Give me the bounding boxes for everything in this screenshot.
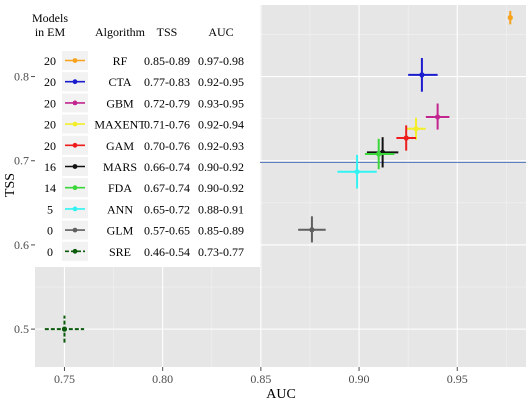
mark-maxent [406,117,426,140]
y-tick-label: 0.6 [14,238,29,252]
legend-tss-range: 0.67-0.74 [144,181,190,195]
legend-auc-range: 0.92-0.94 [198,118,244,132]
legend-key-point [72,227,78,233]
legend-header-models-line2: in EM [35,25,66,39]
mark-glm [298,216,326,243]
legend-auc-range: 0.88-0.91 [198,202,244,216]
mark-gbm [425,103,450,130]
legend-row-ann: 5 ANN 0.65-0.72 0.88-0.91 [47,199,244,219]
legend-key-point [72,248,78,254]
legend-auc-range: 0.90-0.92 [198,160,244,174]
legend-tss-range: 0.46-0.54 [144,245,190,259]
legend-key-point [72,164,78,169]
y-axis-ticks: 0.5 0.6 0.7 0.8 [14,70,35,336]
legend-row-rf: 20 RF 0.85-0.89 0.97-0.98 [44,51,244,70]
legend-row-gam: 20 GAM 0.70-0.76 0.92-0.93 [44,135,244,155]
legend-key-point [72,121,78,127]
x-axis-title: AUC [266,387,296,402]
data-point [413,126,419,132]
mark-rf [507,10,513,25]
mark-ann [337,154,377,189]
legend-tss-range: 0.77-0.83 [144,75,190,89]
legend-tss-range: 0.70-0.76 [144,139,190,153]
legend-row-gbm: 20 GBM 0.72-0.79 0.93-0.95 [44,93,244,113]
legend-tss-range: 0.85-0.89 [144,54,190,68]
data-point [403,135,409,141]
y-tick-label: 0.7 [14,154,29,168]
legend-auc-range: 0.85-0.89 [198,224,244,238]
legend-tss-range: 0.66-0.74 [144,160,190,174]
legend-row-mars: 16 MARS 0.66-0.74 0.90-0.92 [44,157,244,176]
legend-algorithm-name: GBM [106,96,134,110]
legend-algorithm-name: CTA [108,75,131,89]
legend-models-count: 20 [44,139,56,153]
data-point [507,15,513,21]
mark-fda [364,138,395,170]
x-tick-label: 0.80 [152,372,173,386]
legend-algorithm-name: GLM [107,224,134,238]
legend-header-models: Models [32,11,68,25]
legend-tss-range: 0.72-0.79 [144,96,190,110]
legend-algorithm-name: SRE [109,245,131,259]
legend-algorithm-name: GAM [106,139,134,153]
x-tick-label: 0.75 [54,372,75,386]
legend-tss-range: 0.57-0.65 [144,224,190,238]
x-tick-label: 0.95 [447,372,468,386]
legend-key-point [72,58,78,63]
legend-algorithm-name: RF [113,54,128,68]
legend-row-cta: 20 CTA 0.77-0.83 0.92-0.95 [44,72,244,92]
legend-row-glm: 0 GLM 0.57-0.65 0.85-0.89 [47,220,244,240]
legend-models-count: 20 [44,118,56,132]
legend-algorithm-name: MAXENT [94,118,146,132]
legend-header-tss: TSS [157,25,178,39]
y-axis-title: TSS [3,173,18,197]
legend-models-count: 0 [47,245,53,259]
legend-models-count: 20 [44,75,56,89]
legend-models-count: 16 [44,160,56,174]
legend-algorithm-name: MARS [103,160,137,174]
data-point [435,114,441,120]
x-tick-label: 0.90 [349,372,370,386]
legend-key-point [72,79,78,85]
legend-models-count: 0 [47,224,53,238]
legend-row-fda: 14 FDA 0.67-0.74 0.90-0.92 [44,178,244,198]
data-point [376,151,382,157]
legend-models-count: 20 [44,96,56,110]
mark-gam [396,125,417,151]
legend-key-point [72,206,78,212]
data-point [419,72,425,78]
y-tick-label: 0.8 [14,70,29,84]
legend-auc-range: 0.97-0.98 [198,54,244,68]
data-marks [44,10,513,343]
legend-header-algorithm: Algorithm [95,25,146,39]
legend-header-auc: AUC [208,25,233,39]
x-tick-label: 0.85 [250,372,271,386]
x-axis-ticks: 0.75 0.80 0.85 0.90 0.95 [54,367,468,386]
legend-algorithm-name: FDA [108,181,132,195]
legend-auc-range: 0.92-0.93 [198,139,244,153]
y-tick-label: 0.5 [14,322,29,336]
mark-sre [44,315,85,343]
data-point [354,169,360,175]
legend-models-count: 5 [47,202,53,216]
legend-row-sre: 0 SRE 0.46-0.54 0.73-0.77 [47,241,244,261]
legend-key-point [72,185,78,191]
data-point [309,227,315,233]
legend-models-count: 14 [44,181,56,195]
legend-auc-range: 0.90-0.92 [198,181,244,195]
legend-auc-range: 0.73-0.77 [198,245,244,259]
legend-key-point [72,100,78,106]
legend-models-count: 20 [44,54,56,68]
legend-tss-range: 0.71-0.76 [144,118,190,132]
legend-auc-range: 0.93-0.95 [198,96,244,110]
legend-key-point [72,142,78,148]
mark-cta [408,58,438,92]
data-point [61,326,68,332]
legend-algorithm-name: ANN [107,202,133,216]
legend-auc-range: 0.92-0.95 [198,75,244,89]
legend-tss-range: 0.65-0.72 [144,202,190,216]
